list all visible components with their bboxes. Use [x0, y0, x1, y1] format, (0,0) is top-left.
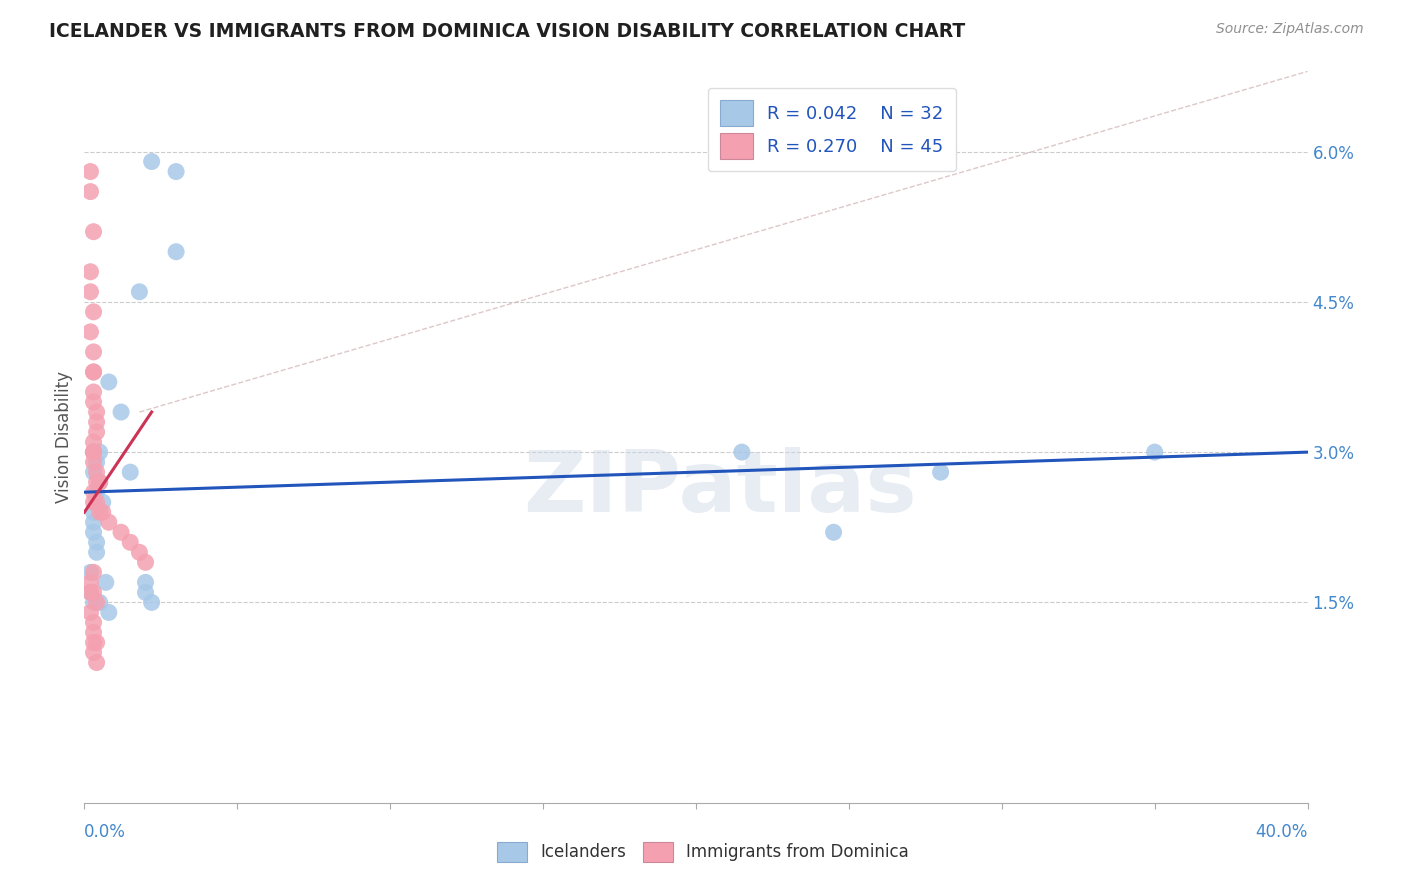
Point [83, 465, 105, 479]
Point [83, 445, 105, 459]
Point [79, 265, 101, 279]
Point [83, 515, 105, 529]
Point [83, 445, 105, 459]
Point [86, 425, 108, 439]
Point [79, 566, 101, 580]
Point [79, 575, 101, 590]
Point [135, 585, 157, 599]
Point [128, 545, 150, 559]
Point [86, 535, 108, 549]
Point [823, 525, 845, 540]
Point [79, 585, 101, 599]
Point [89, 475, 111, 490]
Text: 40.0%: 40.0% [1256, 822, 1308, 841]
Point [83, 485, 105, 500]
Point [83, 635, 105, 649]
Point [83, 525, 105, 540]
Legend: Icelanders, Immigrants from Dominica: Icelanders, Immigrants from Dominica [489, 833, 917, 871]
Point [83, 585, 105, 599]
Y-axis label: Vision Disability: Vision Disability [55, 371, 73, 503]
Point [83, 566, 105, 580]
Point [83, 395, 105, 409]
Point [731, 445, 754, 459]
Point [110, 525, 132, 540]
Point [79, 585, 101, 599]
Point [135, 555, 157, 569]
Point [79, 285, 101, 299]
Point [97, 515, 120, 529]
Point [141, 154, 163, 169]
Point [83, 505, 105, 519]
Point [89, 505, 111, 519]
Text: ZIPatlas: ZIPatlas [523, 447, 917, 530]
Text: 0.0%: 0.0% [84, 822, 127, 841]
Point [83, 615, 105, 630]
Point [110, 405, 132, 419]
Point [86, 485, 108, 500]
Point [83, 365, 105, 379]
Point [83, 225, 105, 239]
Point [135, 575, 157, 590]
Point [83, 595, 105, 609]
Point [79, 164, 101, 178]
Point [91, 495, 114, 509]
Point [86, 635, 108, 649]
Point [79, 606, 101, 620]
Point [91, 505, 114, 519]
Point [89, 445, 111, 459]
Point [83, 646, 105, 660]
Point [120, 465, 142, 479]
Point [120, 535, 142, 549]
Point [89, 595, 111, 609]
Point [79, 185, 101, 199]
Point [86, 465, 108, 479]
Point [86, 405, 108, 419]
Point [83, 445, 105, 459]
Legend: R = 0.042    N = 32, R = 0.270    N = 45: R = 0.042 N = 32, R = 0.270 N = 45 [707, 87, 956, 171]
Point [83, 365, 105, 379]
Point [86, 595, 108, 609]
Point [86, 455, 108, 469]
Text: ICELANDER VS IMMIGRANTS FROM DOMINICA VISION DISABILITY CORRELATION CHART: ICELANDER VS IMMIGRANTS FROM DOMINICA VI… [49, 22, 966, 41]
Point [86, 656, 108, 670]
Point [165, 244, 187, 259]
Point [83, 625, 105, 640]
Point [141, 595, 163, 609]
Text: Source: ZipAtlas.com: Source: ZipAtlas.com [1216, 22, 1364, 37]
Point [1143, 445, 1166, 459]
Point [86, 545, 108, 559]
Point [83, 435, 105, 450]
Point [165, 164, 187, 178]
Point [89, 475, 111, 490]
Point [83, 445, 105, 459]
Point [128, 285, 150, 299]
Point [83, 455, 105, 469]
Point [86, 495, 108, 509]
Point [97, 375, 120, 389]
Point [83, 345, 105, 359]
Point [83, 495, 105, 509]
Point [86, 415, 108, 429]
Point [83, 384, 105, 399]
Point [929, 465, 952, 479]
Point [94, 575, 117, 590]
Point [86, 475, 108, 490]
Point [97, 606, 120, 620]
Point [83, 305, 105, 319]
Point [79, 325, 101, 339]
